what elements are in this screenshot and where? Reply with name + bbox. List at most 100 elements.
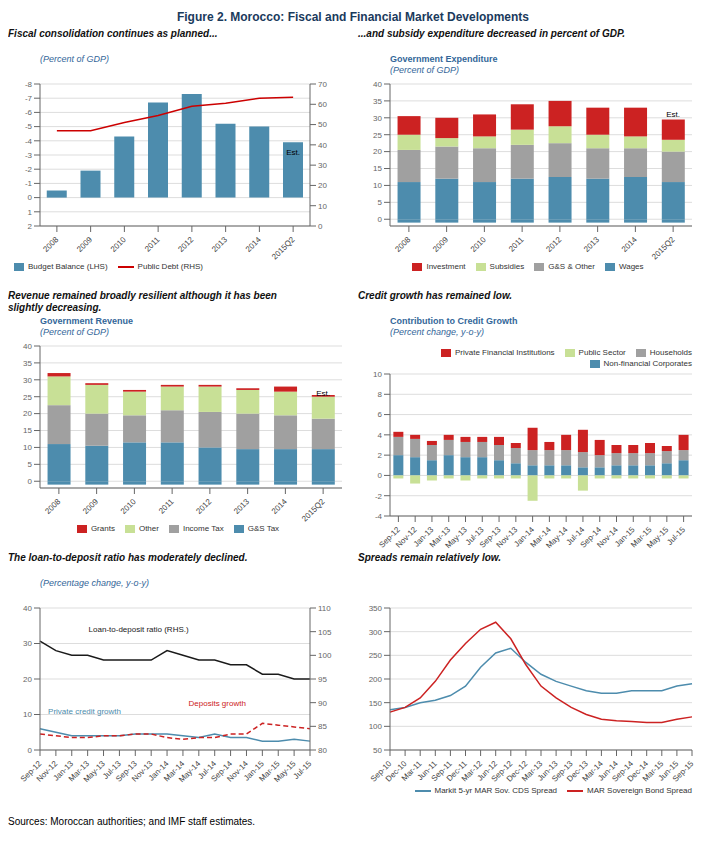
svg-text:95: 95 [318,675,327,684]
svg-text:60: 60 [318,100,327,109]
svg-text:2015Q2: 2015Q2 [650,235,677,262]
svg-text:50: 50 [318,120,327,129]
svg-text:70: 70 [318,80,327,89]
svg-text:0: 0 [28,193,33,202]
svg-text:2013: 2013 [582,235,601,254]
svg-text:0: 0 [28,477,33,486]
svg-text:105: 105 [318,628,332,637]
svg-text:2009: 2009 [431,235,450,254]
svg-text:10: 10 [23,443,32,452]
svg-text:35: 35 [373,97,382,106]
svg-text:2014: 2014 [244,235,263,254]
svg-text:2008: 2008 [43,497,62,516]
svg-text:May-15: May-15 [645,525,671,551]
svg-text:0: 0 [318,222,323,231]
svg-text:20: 20 [373,147,382,156]
svg-text:5: 5 [28,460,33,469]
svg-text:350: 350 [369,604,383,613]
svg-text:2013: 2013 [210,235,229,254]
svg-text:Est.: Est. [316,389,330,398]
svg-text:2012: 2012 [194,497,213,516]
svg-text:2011: 2011 [507,235,526,254]
svg-text:0: 0 [28,746,33,755]
svg-text:40: 40 [23,342,32,351]
svg-text:May-13: May-13 [81,759,107,785]
svg-text:2010: 2010 [119,497,138,516]
svg-text:40: 40 [318,141,327,150]
svg-text:-7: -7 [25,94,33,103]
svg-text:2: 2 [378,451,383,460]
svg-text:100: 100 [369,722,383,731]
svg-text:90: 90 [318,699,327,708]
svg-text:10: 10 [373,181,382,190]
svg-text:-2: -2 [25,165,33,174]
svg-text:-4: -4 [375,512,383,521]
svg-text:20: 20 [23,409,32,418]
svg-text:2009: 2009 [81,497,100,516]
svg-text:May-15: May-15 [272,759,298,785]
svg-text:2: 2 [28,222,33,231]
svg-text:250: 250 [369,651,383,660]
svg-text:Est.: Est. [666,110,680,119]
svg-text:2008: 2008 [41,235,60,254]
svg-text:15: 15 [23,426,32,435]
svg-text:100: 100 [318,651,332,660]
svg-text:Sep-15: Sep-15 [671,759,696,784]
svg-text:10: 10 [373,370,382,379]
svg-text:40: 40 [23,604,32,613]
svg-text:150: 150 [369,699,383,708]
svg-text:2014: 2014 [270,497,289,516]
svg-text:2008: 2008 [393,235,412,254]
svg-text:15: 15 [373,164,382,173]
svg-text:2010: 2010 [469,235,488,254]
svg-text:50: 50 [373,746,382,755]
svg-text:May-13: May-13 [444,525,470,551]
svg-text:2011: 2011 [143,235,162,254]
svg-text:30: 30 [23,639,32,648]
svg-text:2012: 2012 [176,235,195,254]
svg-text:2013: 2013 [232,497,251,516]
svg-text:30: 30 [23,376,32,385]
svg-text:20: 20 [23,675,32,684]
svg-text:8: 8 [378,390,383,399]
svg-text:200: 200 [369,675,383,684]
svg-text:20: 20 [318,181,327,190]
svg-text:-5: -5 [25,122,33,131]
svg-text:-2: -2 [375,492,383,501]
svg-text:30: 30 [318,161,327,170]
svg-text:10: 10 [23,710,32,719]
svg-text:May-14: May-14 [177,759,203,785]
svg-text:2009: 2009 [75,235,94,254]
svg-text:0: 0 [378,215,383,224]
svg-text:110: 110 [318,604,331,613]
svg-text:85: 85 [318,722,327,731]
svg-text:25: 25 [23,393,32,402]
svg-text:0: 0 [378,471,383,480]
svg-text:Jul-15: Jul-15 [292,759,314,781]
svg-text:30: 30 [373,114,382,123]
svg-text:1: 1 [28,208,33,217]
svg-text:-1: -1 [25,179,33,188]
svg-text:2011: 2011 [157,497,176,516]
svg-text:-4: -4 [25,137,33,146]
svg-text:2012: 2012 [544,235,563,254]
svg-text:-6: -6 [25,108,33,117]
svg-text:25: 25 [373,131,382,140]
svg-text:40: 40 [373,80,382,89]
svg-text:-3: -3 [25,151,33,160]
svg-text:4: 4 [378,431,383,440]
svg-text:Jul-15: Jul-15 [665,525,687,547]
svg-text:80: 80 [318,746,327,755]
svg-text:2010: 2010 [109,235,128,254]
svg-text:300: 300 [369,628,383,637]
svg-text:2014: 2014 [620,235,639,254]
svg-text:2015Q2: 2015Q2 [270,235,297,262]
svg-text:May-14: May-14 [544,525,570,551]
svg-text:5: 5 [378,198,383,207]
svg-text:35: 35 [23,359,32,368]
svg-text:Est.: Est. [286,148,300,157]
svg-text:6: 6 [378,410,383,419]
svg-text:2015Q2: 2015Q2 [300,497,327,524]
svg-text:10: 10 [318,202,327,211]
svg-text:-8: -8 [25,80,33,89]
